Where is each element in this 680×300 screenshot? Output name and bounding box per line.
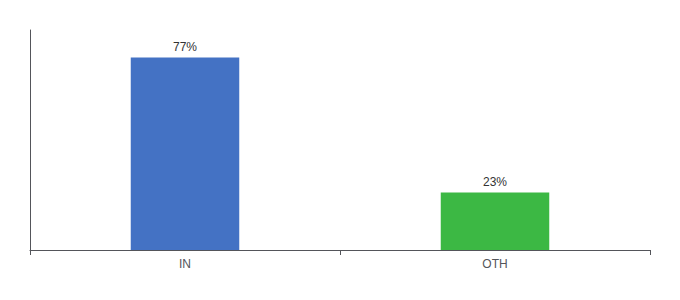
svg-text:23%: 23% <box>483 175 507 189</box>
svg-text:77%: 77% <box>173 40 197 54</box>
svg-text:OTH: OTH <box>482 257 507 271</box>
svg-text:IN: IN <box>179 257 191 271</box>
